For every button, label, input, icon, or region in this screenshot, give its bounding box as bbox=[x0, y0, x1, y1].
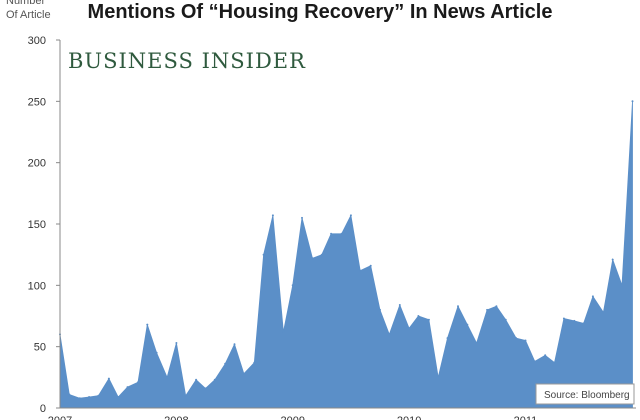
data-point bbox=[515, 337, 518, 340]
chart-title: Mentions Of “Housing Recovery” In News A… bbox=[87, 1, 553, 23]
data-point bbox=[398, 304, 401, 306]
data-point bbox=[88, 396, 91, 398]
y-tick-label: 100 bbox=[28, 280, 46, 292]
data-point bbox=[291, 284, 294, 287]
data-point bbox=[97, 394, 100, 397]
data-point bbox=[117, 396, 120, 398]
data-point bbox=[466, 323, 469, 326]
data-point bbox=[349, 214, 352, 217]
data-point bbox=[262, 253, 265, 256]
data-point bbox=[213, 378, 216, 381]
data-point bbox=[195, 378, 198, 381]
data-point bbox=[253, 361, 256, 364]
data-point bbox=[137, 381, 139, 384]
data-point bbox=[553, 361, 556, 364]
x-tick-label: 2011 bbox=[514, 415, 538, 420]
x-tick-label: 2009 bbox=[280, 415, 304, 420]
data-point bbox=[457, 305, 459, 308]
data-point bbox=[340, 232, 343, 235]
data-point bbox=[591, 295, 594, 298]
data-point bbox=[533, 360, 536, 363]
y-tick-label: 200 bbox=[28, 158, 46, 170]
data-point bbox=[427, 318, 430, 321]
data-point bbox=[437, 376, 440, 379]
source-box-frame bbox=[535, 383, 635, 405]
y-tick-label: 50 bbox=[34, 342, 46, 354]
data-point bbox=[621, 284, 623, 287]
data-point bbox=[78, 397, 81, 400]
data-point bbox=[155, 351, 158, 354]
data-point bbox=[242, 372, 245, 375]
x-tick-label: 2010 bbox=[397, 415, 421, 420]
data-point bbox=[486, 308, 489, 311]
y-tick-label: 250 bbox=[28, 96, 46, 108]
data-point bbox=[504, 318, 507, 321]
data-point bbox=[107, 377, 110, 380]
axis-layer: 0 50 100 150 200 250 300 2007 2008 2009 2010 2011 bbox=[28, 35, 636, 420]
data-point bbox=[175, 342, 178, 344]
data-point bbox=[184, 394, 187, 397]
data-point bbox=[388, 333, 391, 336]
data-point bbox=[379, 308, 381, 311]
data-point bbox=[631, 100, 634, 103]
data-point bbox=[359, 269, 362, 272]
y-tick-label: 150 bbox=[28, 219, 46, 231]
data-point bbox=[301, 216, 303, 219]
data-point bbox=[544, 354, 547, 357]
data-point bbox=[495, 305, 498, 308]
source-box: Source: Bloomberg bbox=[535, 383, 635, 405]
data-point bbox=[271, 214, 274, 217]
data-point bbox=[233, 343, 236, 346]
x-tick-label: 2008 bbox=[164, 415, 188, 420]
y-tick-label: 300 bbox=[28, 35, 46, 47]
data-point bbox=[562, 317, 565, 320]
y-axis-label: Number Of Article bbox=[6, 0, 66, 22]
data-point bbox=[408, 327, 411, 330]
data-point bbox=[582, 322, 585, 325]
data-point bbox=[204, 387, 207, 390]
data-point bbox=[417, 315, 420, 317]
data-point bbox=[166, 376, 169, 379]
data-point bbox=[146, 323, 149, 326]
area-layer bbox=[59, 100, 634, 409]
data-point bbox=[282, 330, 285, 333]
data-point bbox=[126, 386, 129, 389]
data-point bbox=[475, 342, 478, 344]
x-tick-label: 2007 bbox=[48, 415, 72, 420]
data-point bbox=[446, 337, 449, 340]
data-point bbox=[524, 339, 527, 342]
watermark-logo: BUSINESS INSIDER bbox=[68, 49, 306, 73]
data-point bbox=[611, 258, 614, 261]
data-point bbox=[369, 264, 372, 267]
y-axis-label-line: Of Article bbox=[6, 9, 51, 21]
data-point bbox=[311, 257, 314, 260]
data-point bbox=[602, 311, 605, 314]
area-series-0 bbox=[59, 101, 633, 409]
data-point bbox=[573, 319, 576, 322]
source-label: Source: Bloomberg bbox=[544, 390, 630, 401]
y-axis-label-line: Number bbox=[6, 0, 46, 7]
data-point bbox=[330, 232, 333, 235]
y-tick-label: 0 bbox=[40, 403, 46, 415]
data-point bbox=[68, 393, 71, 396]
data-point bbox=[320, 253, 323, 256]
data-point bbox=[224, 362, 227, 365]
